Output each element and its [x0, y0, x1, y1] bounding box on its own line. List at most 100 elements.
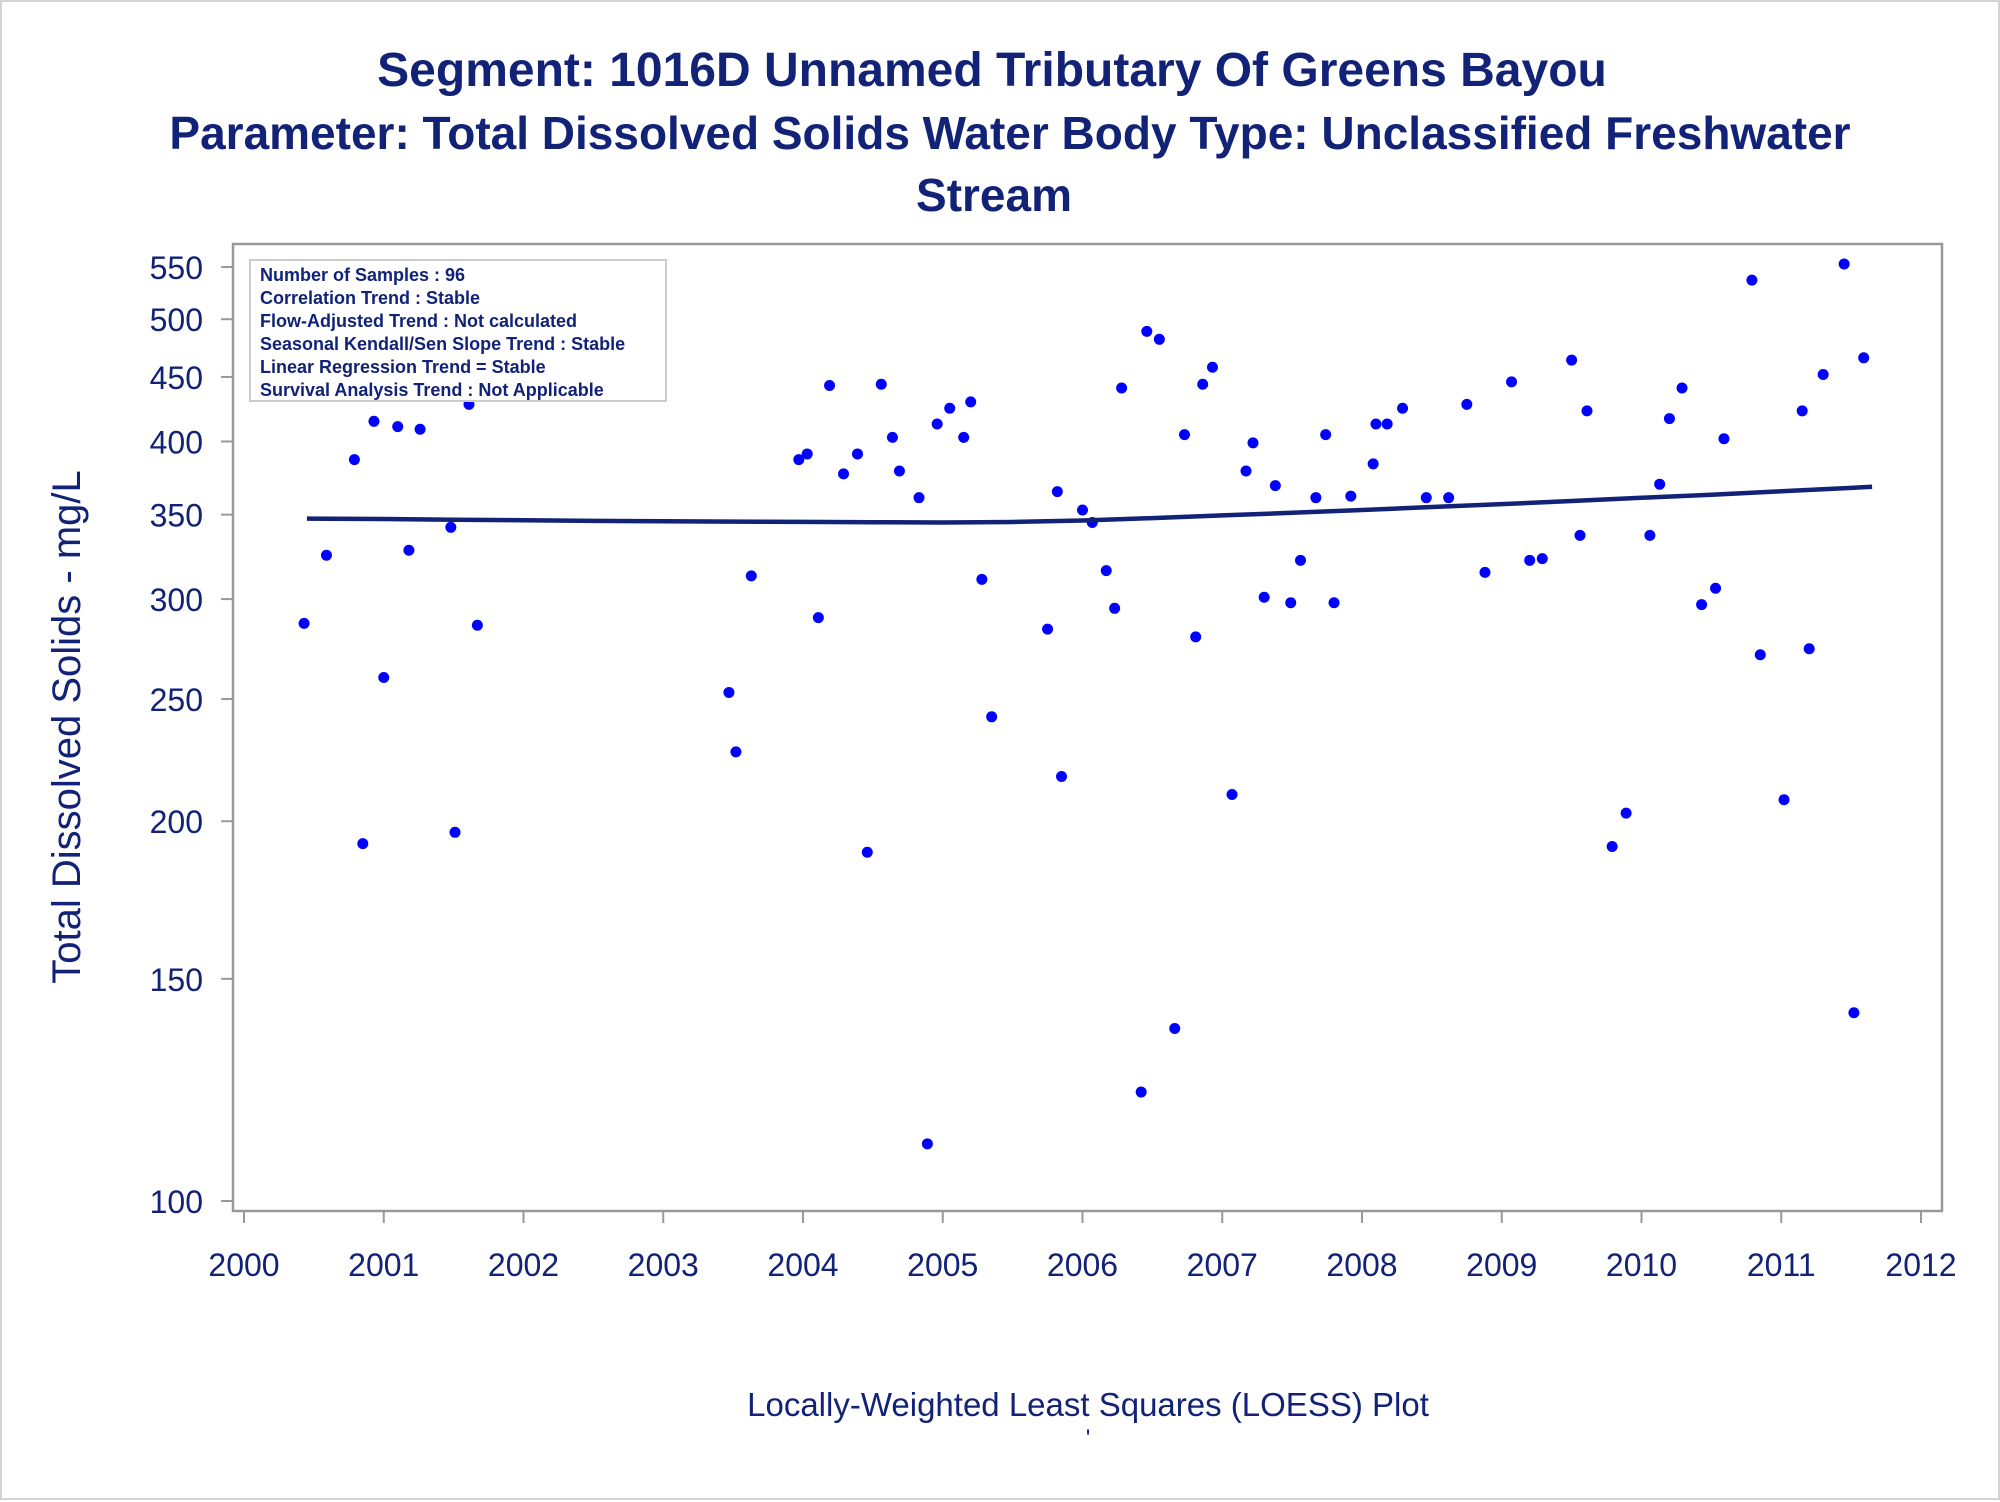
x-tick-label: 2006 [1047, 1247, 1118, 1283]
data-point [1536, 553, 1548, 565]
chart-footnote: Locally-Weighted Least Squares (LOESS) P… [747, 1386, 1429, 1423]
stats-line-linear-regression: Linear Regression Trend = Stable [260, 357, 546, 377]
data-point [1226, 789, 1238, 801]
data-point [1858, 352, 1870, 364]
data-point [824, 380, 836, 392]
data-point [1367, 458, 1379, 470]
data-point [1285, 597, 1297, 609]
data-point [801, 448, 813, 460]
data-point [1310, 492, 1322, 504]
data-point [471, 619, 483, 631]
data-point [793, 454, 805, 466]
data-point [1190, 631, 1202, 643]
x-tick-label: 2002 [488, 1247, 559, 1283]
data-point [1240, 465, 1252, 477]
data-point [886, 431, 898, 443]
data-point [1042, 623, 1054, 635]
data-point [1754, 649, 1766, 661]
data-point [931, 418, 943, 430]
data-point [357, 838, 369, 850]
x-tick-label: 2010 [1606, 1247, 1677, 1283]
data-point [745, 570, 757, 582]
y-tick-label: 250 [150, 682, 203, 718]
data-point [414, 423, 426, 435]
x-tick-label: 2001 [348, 1247, 419, 1283]
data-point [1397, 402, 1409, 414]
data-point [1179, 429, 1191, 441]
data-point [378, 671, 390, 683]
data-point [1328, 597, 1340, 609]
data-point [368, 415, 380, 427]
y-tick-label: 550 [150, 250, 203, 286]
data-point [1295, 554, 1307, 566]
x-tick-label: 2005 [907, 1247, 978, 1283]
y-tick-label: 150 [150, 962, 203, 998]
stats-box-border [249, 259, 667, 402]
data-points [298, 258, 1870, 1150]
data-point [1574, 529, 1586, 541]
stats-box: Number of Samples : 96 Correlation Trend… [249, 259, 667, 402]
y-tick-label: 450 [150, 360, 203, 396]
data-point [1524, 554, 1536, 566]
data-point [1370, 418, 1382, 430]
y-tick-label: 200 [150, 804, 203, 840]
data-point [1100, 565, 1112, 577]
y-tick-label: 500 [150, 302, 203, 338]
data-point [893, 465, 905, 477]
chart-titles: Segment: 1016D Unnamed Tributary Of Gree… [169, 44, 1850, 221]
stats-line-correlation: Correlation Trend : Stable [260, 288, 480, 308]
data-point [852, 448, 864, 460]
data-point [861, 846, 873, 858]
data-point [1206, 361, 1218, 373]
loess-trend-line [306, 484, 1873, 525]
data-point [1443, 492, 1455, 504]
data-point [1197, 378, 1209, 390]
data-point [1381, 418, 1393, 430]
plot-area [231, 242, 1944, 1213]
data-point [320, 549, 332, 561]
y-axis: 100 150 200 250 300 350 400 450 500 550 [150, 250, 233, 1220]
x-axis: 2000 2001 2002 2003 2004 2005 2006 2007 2008 2009… [208, 1211, 1957, 1283]
stats-line-seasonal-kendall: Seasonal Kendall/Sen Slope Trend : Stabl… [260, 334, 625, 354]
x-tick-label: 2012 [1885, 1247, 1956, 1283]
data-point [958, 431, 970, 443]
data-point [1838, 258, 1850, 270]
data-point [1461, 398, 1473, 410]
data-point [1345, 490, 1357, 502]
data-point [875, 378, 887, 390]
data-point [1258, 591, 1270, 603]
x-tick-label: 2004 [767, 1247, 838, 1283]
data-point [1420, 492, 1432, 504]
data-point [1644, 529, 1656, 541]
data-point [1663, 413, 1675, 425]
data-point [812, 612, 824, 624]
data-point [449, 826, 461, 838]
data-point [1169, 1023, 1181, 1035]
chart-title-line-3: Stream [916, 169, 1072, 221]
data-point [1710, 582, 1722, 594]
data-point [348, 454, 360, 466]
data-point [730, 746, 742, 758]
data-point [1848, 1007, 1860, 1019]
data-point [838, 468, 850, 480]
data-point [1817, 369, 1829, 381]
data-point [1506, 376, 1518, 388]
data-point [723, 686, 735, 698]
chart-footnote-mark: ' [1086, 1425, 1091, 1452]
data-point [976, 573, 988, 585]
data-point [392, 421, 404, 433]
y-tick-label: 300 [150, 582, 203, 618]
data-point [403, 544, 415, 556]
chart-title-line-1: Segment: 1016D Unnamed Tributary Of Gree… [377, 44, 1607, 97]
x-tick-label: 2003 [628, 1247, 699, 1283]
data-point [944, 402, 956, 414]
data-point [1606, 840, 1618, 852]
y-tick-label: 350 [150, 498, 203, 534]
stats-line-flow-adjusted: Flow-Adjusted Trend : Not calculated [260, 311, 577, 331]
stats-line-samples: Number of Samples : 96 [260, 265, 465, 285]
data-point [913, 492, 925, 504]
data-point [1077, 504, 1088, 516]
chart-title-line-2: Parameter: Total Dissolved Solids Water … [169, 107, 1850, 159]
y-tick-label: 400 [150, 424, 203, 460]
